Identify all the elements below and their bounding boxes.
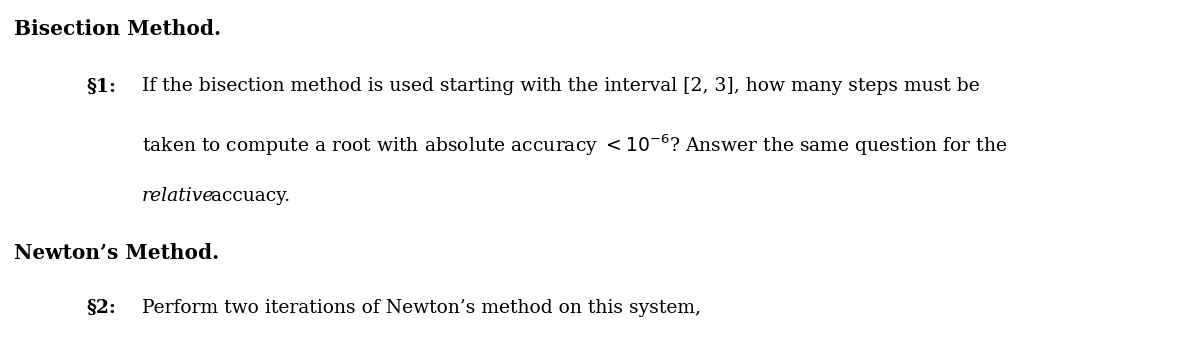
Text: taken to compute a root with absolute accuracy $< 10^{-6}$? Answer the same ques: taken to compute a root with absolute ac… bbox=[142, 132, 1007, 158]
Text: accuacy.: accuacy. bbox=[205, 187, 290, 205]
Text: If the bisection method is used starting with the interval [2, 3], how many step: If the bisection method is used starting… bbox=[142, 77, 979, 95]
Text: Perform two iterations of Newton’s method on this system,: Perform two iterations of Newton’s metho… bbox=[142, 299, 701, 317]
Text: §2:: §2: bbox=[86, 299, 116, 317]
Text: Newton’s Method.: Newton’s Method. bbox=[14, 243, 220, 262]
Text: relative: relative bbox=[142, 187, 214, 205]
Text: Bisection Method.: Bisection Method. bbox=[14, 19, 222, 39]
Text: §1:: §1: bbox=[86, 77, 116, 95]
